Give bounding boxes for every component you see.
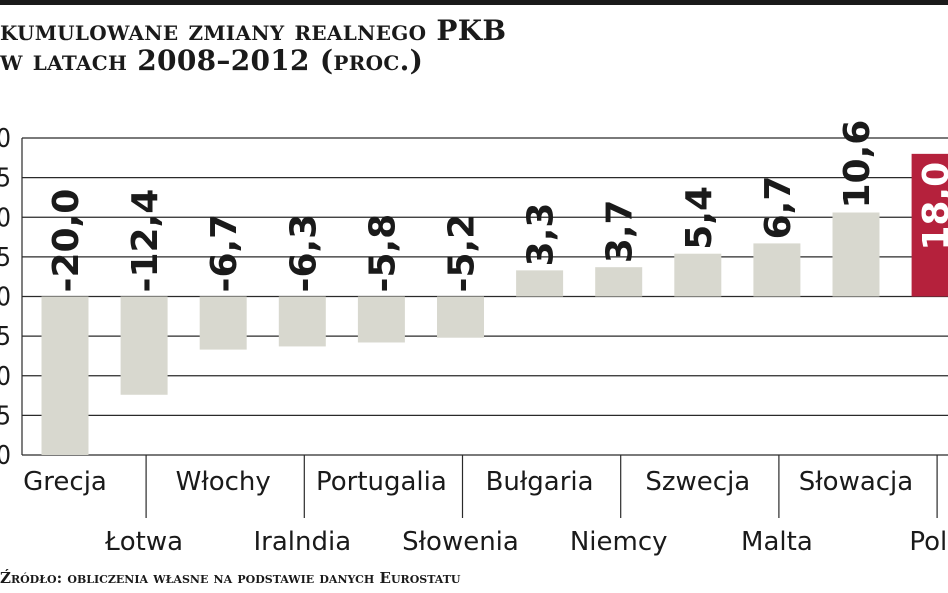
y-tick-label: 0 bbox=[0, 283, 11, 313]
category-label: Grecja bbox=[23, 467, 107, 497]
bar bbox=[753, 243, 801, 297]
bar bbox=[595, 267, 643, 297]
value-label: 5,4 bbox=[679, 186, 720, 250]
value-label: -6,7 bbox=[204, 214, 245, 293]
bar bbox=[199, 296, 247, 350]
value-label: 6,7 bbox=[758, 176, 799, 240]
category-label: Łotwa bbox=[104, 527, 183, 557]
value-label: 18,0 bbox=[916, 162, 948, 251]
bar bbox=[516, 270, 564, 297]
value-label: -20,0 bbox=[46, 189, 87, 293]
category-label: Iralndia bbox=[253, 527, 351, 557]
bar bbox=[120, 296, 168, 395]
value-label: 10,6 bbox=[837, 120, 878, 209]
category-label: Słowenia bbox=[402, 527, 519, 557]
y-tick-label: 5 bbox=[0, 164, 11, 194]
category-label: Włochy bbox=[176, 467, 271, 497]
value-label: -5,2 bbox=[442, 214, 483, 293]
y-tick-label: 0 bbox=[0, 362, 11, 392]
value-label: -12,4 bbox=[125, 189, 166, 293]
category-label: Słowacja bbox=[799, 467, 913, 497]
chart-title-line-1: kumulowane zmiany realnego PKB bbox=[0, 14, 507, 47]
y-tick-label: 0 bbox=[0, 441, 11, 471]
category-label: Bułgaria bbox=[486, 467, 594, 497]
value-label: -6,3 bbox=[283, 214, 324, 293]
category-label: Pols bbox=[909, 527, 948, 557]
bar bbox=[674, 253, 722, 297]
category-label: Szwecja bbox=[645, 467, 750, 497]
category-label: Portugalia bbox=[316, 467, 447, 497]
y-tick-label: 0 bbox=[0, 203, 11, 233]
y-tick-label: 0 bbox=[0, 124, 11, 154]
top-rule bbox=[0, 0, 948, 5]
y-tick-label: 5 bbox=[0, 401, 11, 431]
category-label: Niemcy bbox=[570, 527, 668, 557]
bar bbox=[911, 153, 948, 297]
chart-title-line-2: w latach 2008–2012 (proc.) bbox=[0, 44, 424, 77]
category-label: Malta bbox=[741, 527, 813, 557]
bar bbox=[278, 296, 326, 347]
bar bbox=[41, 296, 89, 455]
bar bbox=[357, 296, 405, 343]
value-label: 3,7 bbox=[600, 199, 641, 263]
y-tick-label: 5 bbox=[0, 322, 11, 352]
source-note: Źródło: obliczenia własne na podstawie d… bbox=[0, 569, 461, 587]
value-label: 3,3 bbox=[521, 203, 562, 267]
bar bbox=[832, 212, 880, 297]
y-tick-label: 5 bbox=[0, 243, 11, 273]
value-label: -5,8 bbox=[362, 214, 403, 293]
bar bbox=[437, 296, 484, 338]
